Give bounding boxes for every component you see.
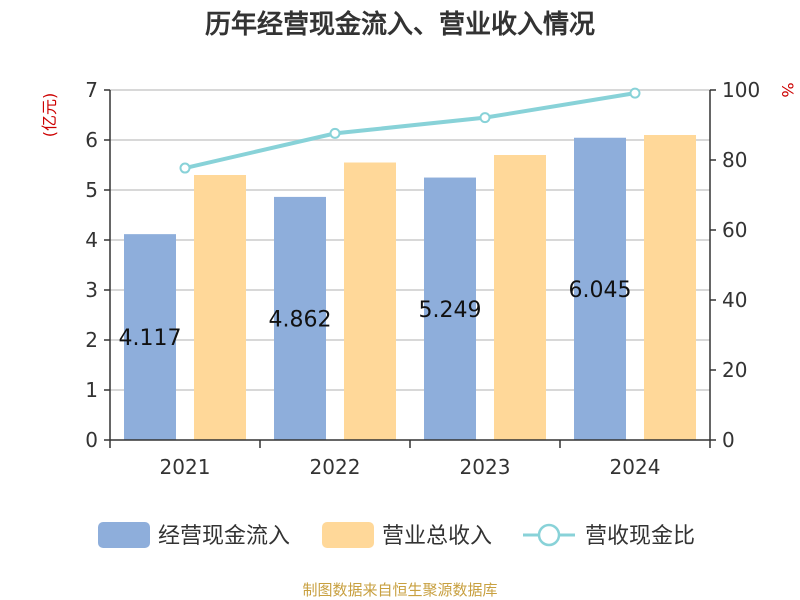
bar-revenue (644, 135, 696, 440)
left-tick-label: 4 (85, 228, 98, 252)
legend-marker (537, 523, 561, 547)
right-axis-unit: % (778, 82, 797, 97)
left-axis-unit: (亿元) (40, 93, 59, 138)
axes-group: 0 1 2 3 4 5 6 7 0 20 40 60 80 100 2021 2022 2023 2024 (85, 78, 760, 479)
right-tick-label: 20 (722, 358, 747, 382)
bar-cash-inflow (424, 177, 476, 441)
right-tick-label: 0 (722, 428, 735, 452)
data-labels-group: 4.117 4.862 5.249 6.045 (119, 278, 632, 351)
bars-group (124, 135, 696, 441)
left-tick-label: 6 (85, 128, 98, 152)
legend: 经营现金流入 营业总收入 营收现金比 (98, 522, 695, 549)
x-tick-label: 2024 (610, 455, 661, 479)
left-tick-label: 0 (85, 428, 98, 452)
ratio-point (329, 127, 341, 139)
left-tick-label: 2 (85, 328, 98, 352)
left-tick-label: 7 (85, 78, 98, 102)
legend-swatch (98, 522, 150, 548)
bar-cash-inflow (574, 137, 626, 440)
ratio-point (179, 162, 191, 174)
bar-value-label: 4.117 (119, 326, 182, 351)
source-note: 制图数据来自恒生聚源数据库 (302, 581, 497, 599)
right-tick-label: 100 (722, 78, 760, 102)
legend-label: 经营现金流入 (158, 524, 290, 549)
right-tick-label: 80 (722, 148, 747, 172)
legend-swatch (322, 522, 374, 548)
left-tick-label: 1 (85, 378, 98, 402)
chart-title: 历年经营现金流入、营业收入情况 (205, 9, 595, 40)
left-tick-label: 3 (85, 278, 98, 302)
bar-cash-inflow (274, 196, 326, 440)
bar-revenue (344, 162, 396, 440)
right-tick-label: 60 (722, 218, 747, 242)
legend-label: 营收现金比 (585, 524, 695, 549)
bar-value-label: 4.862 (269, 307, 332, 332)
bar-value-label: 5.249 (419, 298, 482, 323)
bar-revenue (494, 155, 546, 440)
bar-revenue (194, 175, 246, 440)
x-tick-label: 2022 (310, 455, 361, 479)
legend-label: 营业总收入 (382, 524, 492, 549)
x-tick-label: 2023 (460, 455, 511, 479)
bar-value-label: 6.045 (569, 278, 632, 303)
ratio-line (184, 91, 636, 170)
line-series-group (179, 87, 641, 174)
bar-cash-inflow (124, 234, 176, 440)
left-tick-label: 5 (85, 178, 98, 202)
right-tick-label: 40 (722, 288, 747, 312)
x-tick-label: 2021 (160, 455, 211, 479)
ratio-point (479, 112, 491, 124)
ratio-point (629, 87, 641, 99)
